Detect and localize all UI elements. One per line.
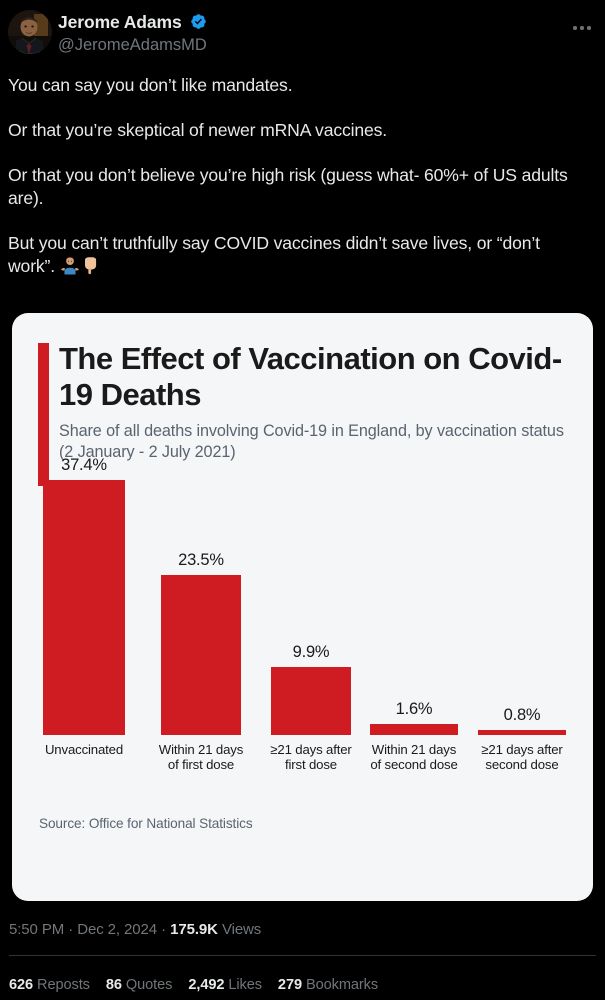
bar-value-label: 9.9% (292, 643, 330, 661)
bar-value-label: 1.6% (395, 700, 433, 718)
bar-category-line: ≥21 days after (270, 742, 352, 757)
tweet-paragraph-2: Or that you’re skeptical of newer mRNA v… (8, 120, 388, 140)
tweet-time: 5:50 PM (9, 921, 65, 938)
bar-category-label: ≥21 days after first dose (264, 742, 358, 772)
bar-category-label: Unvaccinated (43, 742, 125, 757)
bar-value-label: 23.5% (178, 551, 224, 569)
stat-reposts-label: Reposts (37, 977, 90, 993)
bar-rect (271, 667, 351, 735)
bar-rect (43, 480, 125, 735)
avatar[interactable] (8, 10, 52, 54)
tweet-paragraph-3: Or that you don’t believe you’re high ri… (8, 165, 568, 208)
bar-category-line: Within 21 days (371, 742, 457, 757)
stat-quotes-count: 86 (105, 977, 122, 993)
man-shrugging-emoji (60, 255, 80, 275)
stat-reposts[interactable]: 626 Reposts (9, 977, 90, 993)
footer-divider (9, 955, 596, 956)
bar-value-label: 0.8% (503, 706, 541, 724)
bar-category-line: of second dose (370, 757, 458, 772)
bar-group: 37.4% Unvaccinated (43, 456, 125, 813)
verified-badge-icon (190, 13, 207, 30)
bar-category-label: ≥21 days after second dose (472, 742, 572, 772)
tweet-paragraph-1: You can say you don’t like mandates. (8, 75, 293, 95)
bar-category-line: Unvaccinated (44, 742, 124, 757)
views-count: 175.9K (170, 921, 218, 938)
bar-category-line: first dose (284, 757, 337, 772)
views-label: Views (221, 921, 262, 938)
tweet-paragraph-4-text: But you can’t truthfully say COVID vacci… (8, 233, 540, 276)
bar-group: 1.6% Within 21 days of second dose (364, 483, 464, 813)
bar-group: 23.5% Within 21 days of first dose (154, 483, 248, 813)
stat-likes[interactable]: 2,492 Likes (188, 977, 262, 993)
stat-bookmarks-count: 279 (277, 977, 302, 993)
author-display-name: Jerome Adams (58, 12, 182, 32)
author-info: Jerome Adams @JeromeAdamsMD (58, 12, 207, 56)
chart-title: The Effect of Vaccination on Covid-19 De… (59, 341, 562, 412)
more-horizontal-icon[interactable] (568, 18, 596, 38)
bar-group: 9.9% ≥21 days after first dose (264, 483, 358, 813)
title-accent-bar (38, 343, 49, 486)
chart-subtitle: Share of all deaths involving Covid-19 i… (59, 422, 564, 461)
stat-bookmarks[interactable]: 279 Bookmarks (278, 977, 378, 993)
bar-chart: 37.4% Unvaccinated 23.5% Within 21 days of f… (12, 456, 593, 813)
bar-category-line: of first dose (167, 757, 235, 772)
stat-likes-count: 2,492 (188, 977, 225, 993)
bar-rect (478, 730, 566, 735)
bar-value-label: 37.4% (61, 456, 107, 474)
stat-bookmarks-label: Bookmarks (305, 977, 379, 993)
tweet-date: Dec 2, 2024 (77, 921, 158, 938)
author-handle[interactable]: @JeromeAdamsMD (58, 36, 207, 54)
stat-quotes-label: Quotes (125, 977, 173, 993)
meta-separator-1: · (68, 921, 74, 938)
bar-category-label: Within 21 days of first dose (154, 742, 248, 772)
stat-reposts-count: 626 (9, 977, 34, 993)
bar-category-line: Within 21 days (158, 742, 244, 757)
tweet-metadata: 5:50 PM · Dec 2, 2024 · 175.9K Views (9, 921, 261, 938)
bar-category-label: Within 21 days of second dose (364, 742, 464, 772)
bar-rect (161, 575, 241, 735)
chart-source: Source: Office for National Statistics (39, 816, 253, 831)
tweet-paragraph-4: But you can’t truthfully say COVID vacci… (8, 232, 588, 278)
bar-category-line: second dose (485, 757, 559, 772)
stat-likes-label: Likes (228, 977, 262, 993)
bar-category-line: ≥21 days after (481, 742, 563, 757)
statista-chart-card[interactable]: The Effect of Vaccination on Covid-19 De… (12, 313, 593, 901)
bar-group: 0.8% ≥21 days after second dose (472, 483, 572, 813)
meta-separator-2: · (161, 921, 167, 938)
tweet-header: Jerome Adams @JeromeAdamsMD (0, 0, 605, 62)
stat-quotes[interactable]: 86 Quotes (105, 977, 173, 993)
bar-rect (370, 724, 458, 735)
backhand-index-pointing-down-emoji (80, 255, 100, 275)
tweet-text: You can say you don’t like mandates. Or … (8, 74, 588, 278)
tweet-engagement-stats: 626 Reposts 86 Quotes 2,492 Likes 279 Bo… (9, 977, 378, 993)
